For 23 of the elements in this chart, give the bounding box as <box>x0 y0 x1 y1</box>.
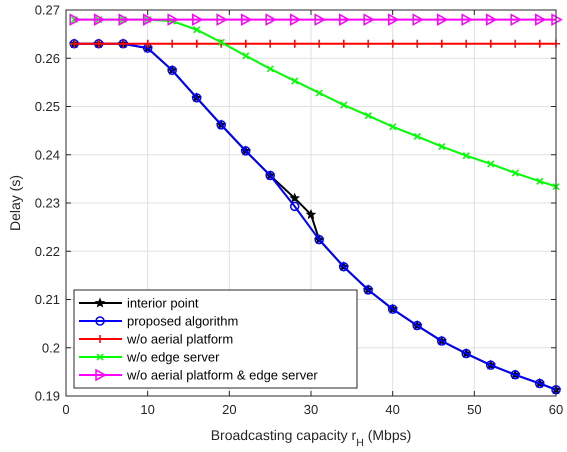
y-tick-label: 0.25 <box>34 99 60 114</box>
x-tick-label: 60 <box>548 402 564 417</box>
y-tick-label: 0.23 <box>34 196 60 211</box>
y-tick-label: 0.24 <box>34 147 60 162</box>
y-tick-label: 0.2 <box>42 340 60 356</box>
x-tick-label: 20 <box>222 402 237 417</box>
legend-label: interior point <box>127 296 199 311</box>
x-tick-label: 40 <box>385 402 400 417</box>
y-tick-label: 0.27 <box>34 2 60 18</box>
x-tick-label: 50 <box>467 402 482 417</box>
y-tick-label: 0.22 <box>34 244 60 259</box>
legend-label: w/o aerial platform & edge server <box>126 368 318 383</box>
y-axis-title: Delay (s) <box>7 174 23 232</box>
x-axis-title: Broadcasting capacity r$_{H}$ (Mbps) <box>210 427 412 449</box>
legend-label: proposed algorithm <box>127 314 238 329</box>
y-tick-label: 0.26 <box>34 50 60 66</box>
x-tick-label: 10 <box>140 402 155 417</box>
x-tick-label: 30 <box>304 402 318 417</box>
x-tick-label: 0 <box>62 402 70 417</box>
legend-label: w/o aerial platform <box>126 332 234 347</box>
legend-label: w/o edge server <box>126 350 220 365</box>
y-tick-label: 0.19 <box>34 388 60 404</box>
y-tick-label: 0.21 <box>34 292 60 308</box>
